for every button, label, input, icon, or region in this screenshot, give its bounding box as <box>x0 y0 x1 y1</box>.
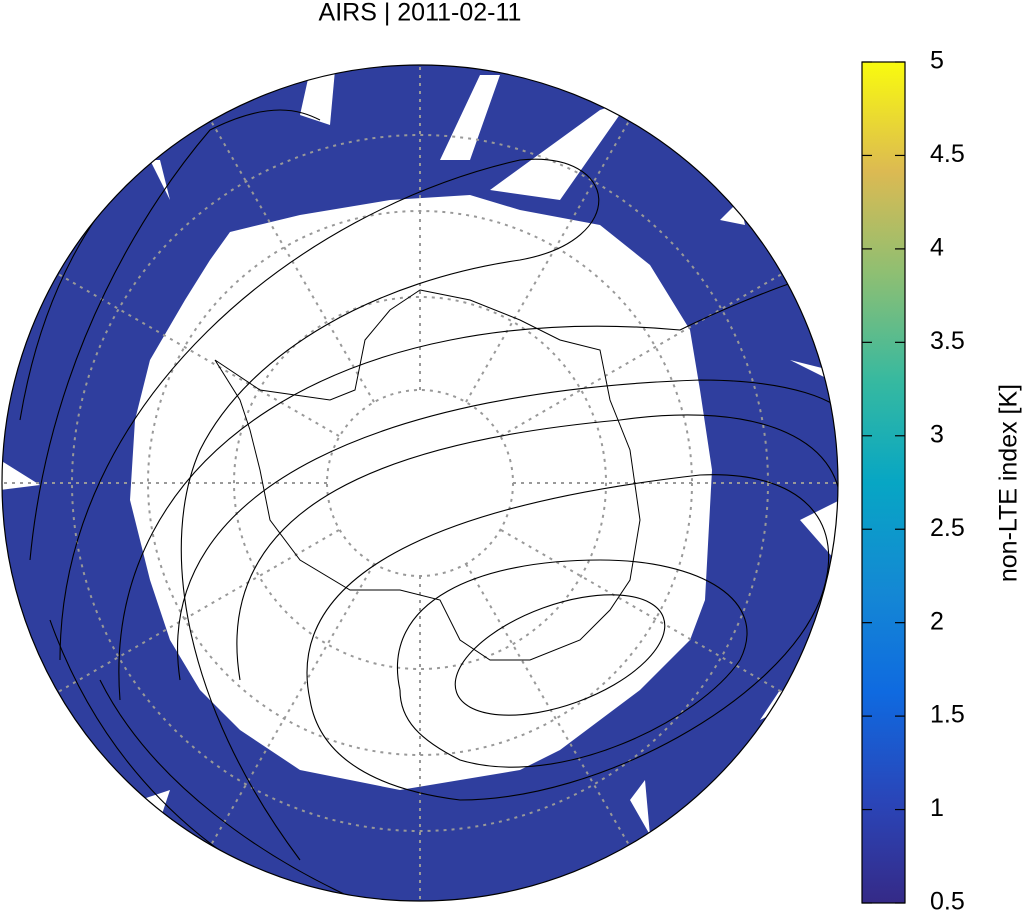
colorbar-tick-label: 2 <box>930 607 944 635</box>
latitude-circle <box>233 296 607 670</box>
colorbar-tick-label: 3.5 <box>930 327 965 355</box>
no-data-region <box>130 195 712 790</box>
latitude-circle <box>71 134 769 832</box>
colorbar-tick-label: 2.5 <box>930 514 965 542</box>
colorbar-tick-label: 0.5 <box>930 888 965 913</box>
colorbar-label: non-LTE index [K] <box>995 384 1023 582</box>
polar-map <box>2 65 838 901</box>
antarctica-coast <box>214 289 641 661</box>
colorbar-tick-label: 3 <box>930 420 944 448</box>
colorbar-tick-label: 4 <box>930 233 944 261</box>
colorbar-tick-label: 4.5 <box>930 140 965 168</box>
colorbar-tick-label: 5 <box>930 47 944 75</box>
colorbar-tick-label: 1 <box>930 794 944 822</box>
colorbar-tick-label: 1.5 <box>930 701 965 729</box>
map-title: AIRS | 2011-02-11 <box>319 0 522 27</box>
contours <box>19 109 838 901</box>
colorbar-ticks: 0.5 1 1.5 2 2.5 3 3.5 4 4.5 5 <box>862 47 965 913</box>
map-border <box>1 64 839 902</box>
colorbar <box>861 61 906 904</box>
